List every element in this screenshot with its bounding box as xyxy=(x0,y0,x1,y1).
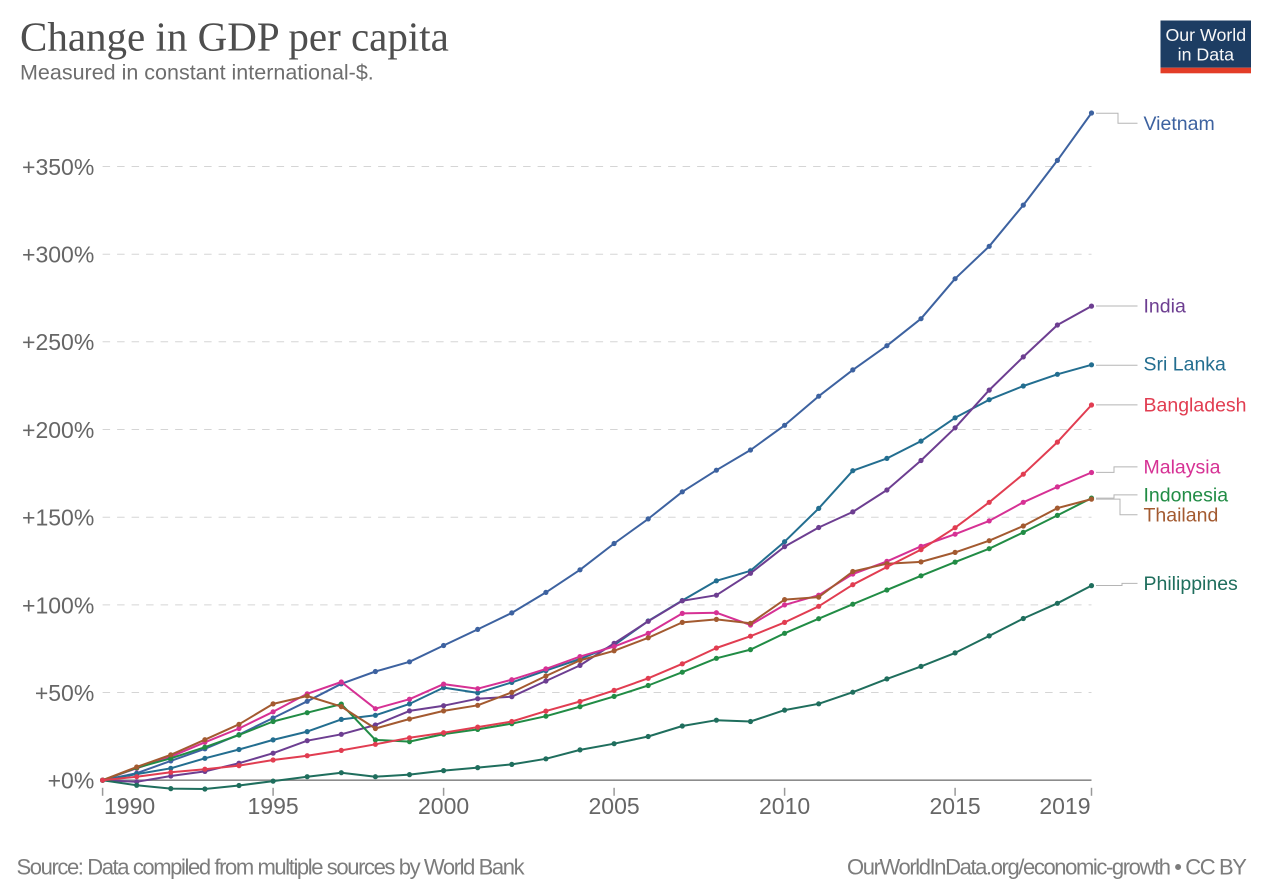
svg-text:Source: Data compiled from mul: Source: Data compiled from multiple sour… xyxy=(17,855,526,880)
svg-text:Vietnam: Vietnam xyxy=(1144,113,1215,135)
svg-text:+100%: +100% xyxy=(22,592,94,618)
svg-text:India: India xyxy=(1144,296,1186,318)
svg-text:OurWorldInData.org/economic-gr: OurWorldInData.org/economic-growth • CC … xyxy=(847,855,1247,880)
svg-text:Sri Lanka: Sri Lanka xyxy=(1144,353,1227,375)
svg-text:Change in GDP per capita: Change in GDP per capita xyxy=(20,14,449,60)
svg-text:2010: 2010 xyxy=(759,793,810,819)
svg-text:2019: 2019 xyxy=(1039,793,1090,819)
svg-text:+0%: +0% xyxy=(48,768,95,794)
svg-text:Philippines: Philippines xyxy=(1144,573,1239,595)
svg-text:Thailand: Thailand xyxy=(1144,504,1219,526)
svg-text:1990: 1990 xyxy=(104,793,155,819)
svg-text:+50%: +50% xyxy=(35,680,94,706)
svg-text:2005: 2005 xyxy=(589,793,640,819)
svg-text:+250%: +250% xyxy=(22,329,94,355)
svg-text:Measured in constant internati: Measured in constant international-$. xyxy=(20,61,374,85)
svg-text:Malaysia: Malaysia xyxy=(1144,457,1221,479)
svg-text:+300%: +300% xyxy=(22,242,94,268)
svg-text:2015: 2015 xyxy=(930,793,981,819)
svg-text:in Data: in Data xyxy=(1178,44,1234,64)
svg-text:2000: 2000 xyxy=(418,793,469,819)
svg-text:+150%: +150% xyxy=(22,505,94,531)
svg-text:Our World: Our World xyxy=(1165,25,1246,45)
svg-text:Bangladesh: Bangladesh xyxy=(1144,395,1247,417)
svg-text:+200%: +200% xyxy=(22,417,94,443)
svg-text:1995: 1995 xyxy=(248,793,299,819)
svg-text:+350%: +350% xyxy=(22,154,94,180)
svg-text:Indonesia: Indonesia xyxy=(1144,485,1229,507)
